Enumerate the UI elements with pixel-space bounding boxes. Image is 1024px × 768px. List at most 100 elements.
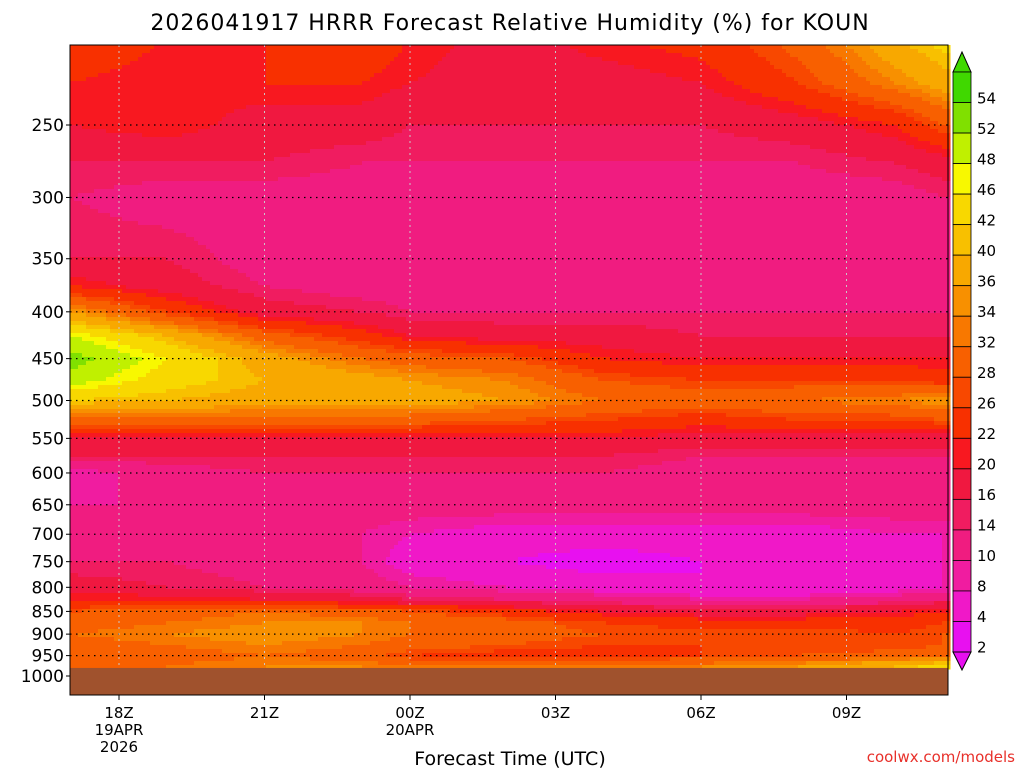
rh-cell [694,57,699,62]
rh-cell [246,57,251,62]
rh-cell [154,85,159,90]
rh-cell [154,53,159,58]
rh-cell [322,101,327,106]
rh-cell [666,81,671,86]
rh-cell [118,65,123,70]
rh-cell [614,45,619,50]
rh-cell [446,53,451,58]
rh-cell [650,85,655,90]
rh-cell [466,93,471,98]
rh-cell [746,73,751,78]
rh-cell [782,45,787,50]
rh-cell [294,53,299,58]
rh-cell [326,89,331,94]
rh-cell [102,93,107,98]
rh-cell [126,77,131,82]
rh-cell [782,57,787,62]
rh-cell [518,97,523,102]
rh-cell [354,57,359,62]
rh-cell [622,89,627,94]
rh-cell [762,93,767,98]
rh-cell [598,73,603,78]
rh-cell [878,57,883,62]
rh-cell [698,57,703,62]
rh-cell [770,69,775,74]
rh-cell [438,89,443,94]
rh-cell [562,93,567,98]
rh-cell [470,73,475,78]
rh-cell [546,101,551,106]
rh-cell [734,81,739,86]
rh-cell [898,65,903,70]
rh-cell [382,65,387,70]
rh-cell [882,85,887,90]
rh-cell [350,45,355,50]
rh-cell [390,57,395,62]
rh-cell [870,57,875,62]
rh-cell [798,49,803,54]
rh-cell [254,77,259,82]
rh-cell [586,77,591,82]
rh-cell [418,81,423,86]
rh-cell [370,89,375,94]
rh-cell [410,81,415,86]
rh-cell [538,73,543,78]
rh-cell [210,45,215,50]
rh-cell [194,89,199,94]
rh-cell [294,101,299,106]
rh-cell [358,85,363,90]
rh-cell [490,77,495,82]
rh-cell [758,69,763,74]
rh-cell [490,69,495,74]
rh-cell [230,81,235,86]
rh-cell [858,73,863,78]
rh-cell [174,49,179,54]
rh-cell [418,53,423,58]
rh-cell [206,81,211,86]
rh-cell [794,61,799,66]
rh-cell [802,49,807,54]
rh-cell [422,73,427,78]
rh-cell [922,81,927,86]
rh-cell [694,53,699,58]
rh-cell [334,57,339,62]
rh-cell [110,77,115,82]
rh-cell [754,57,759,62]
rh-cell [138,85,143,90]
rh-cell [642,77,647,82]
rh-cell [498,65,503,70]
rh-cell [694,93,699,98]
rh-cell [690,85,695,90]
rh-cell [514,45,519,50]
rh-cell [814,89,819,94]
rh-cell [350,97,355,102]
rh-cell [530,57,535,62]
rh-cell [246,61,251,66]
rh-cell [578,57,583,62]
rh-cell [86,53,91,58]
rh-cell [854,97,859,102]
rh-cell [342,73,347,78]
rh-cell [118,101,123,106]
rh-cell [546,69,551,74]
rh-cell [522,73,527,78]
rh-cell [558,49,563,54]
rh-cell [310,85,315,90]
rh-cell [554,57,559,62]
rh-cell [338,89,343,94]
rh-cell [738,85,743,90]
rh-cell [282,73,287,78]
rh-cell [450,65,455,70]
rh-cell [802,53,807,58]
rh-cell [106,73,111,78]
rh-cell [190,85,195,90]
rh-cell [842,69,847,74]
rh-cell [314,105,319,110]
rh-cell [474,61,479,66]
rh-cell [318,77,323,82]
rh-cell [242,53,247,58]
rh-cell [854,69,859,74]
rh-cell [386,49,391,54]
rh-cell [306,89,311,94]
